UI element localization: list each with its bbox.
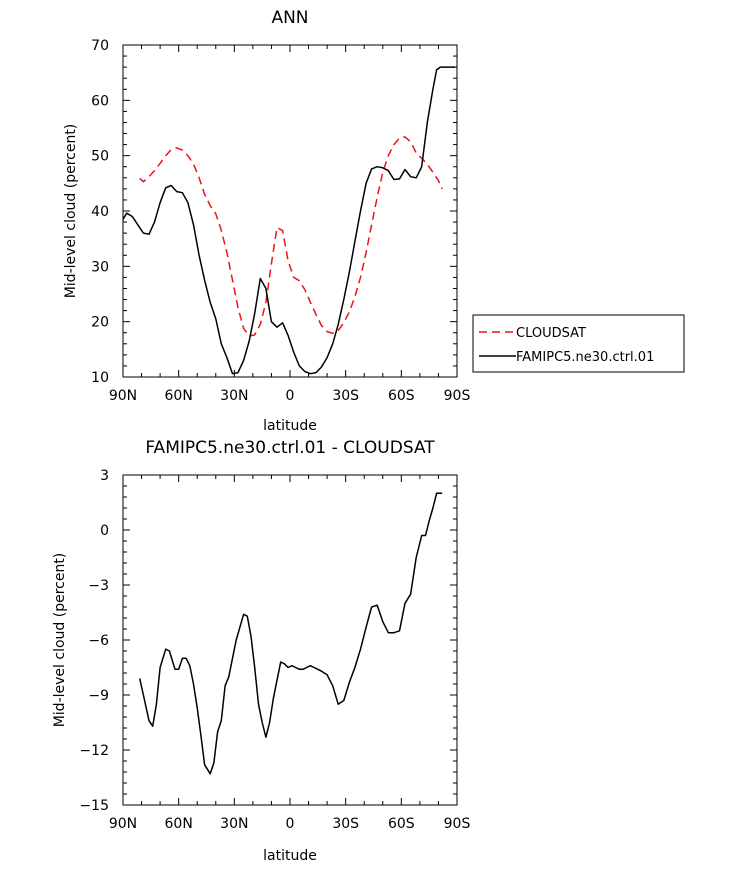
top-chart: ANN 90N 60N 30N 0 30S 60S 90S 10 20 30 40 50 60 70 la…: [63, 8, 470, 434]
top-series-famipc5-line: [122, 66, 456, 375]
bottom-x-tick-label: 30S: [332, 816, 359, 832]
top-x-tick-label: 90S: [444, 388, 471, 404]
top-plot-frame: [122, 44, 458, 378]
bottom-x-tick-label: 60N: [165, 816, 193, 832]
bottom-y-tick-label: −3: [88, 578, 109, 594]
bottom-y-tick-label: −6: [88, 633, 109, 649]
bottom-chart-title: FAMIPC5.ne30.ctrl.01 - CLOUDSAT: [145, 438, 435, 458]
top-y-tick-label: 70: [91, 38, 109, 54]
bottom-x-tick-label: 0: [286, 816, 295, 832]
bottom-y-tick-label: −12: [79, 743, 109, 759]
top-y-tick-label: 10: [91, 370, 109, 386]
bottom-plot-frame: [122, 474, 458, 806]
legend-box: [472, 314, 685, 373]
bottom-series-famipc5-line: [138, 492, 443, 775]
bottom-chart-series: [138, 492, 443, 775]
top-y-tick-label: 20: [91, 315, 109, 331]
bottom-y-tick-label: −9: [88, 688, 109, 704]
top-y-axis-label: Mid-level cloud (percent): [63, 124, 79, 299]
bottom-y-tick-label: 3: [100, 468, 109, 484]
top-x-tick-label: 30S: [332, 388, 359, 404]
top-x-axis-label: latitude: [263, 418, 317, 434]
top-x-tick-label: 60S: [388, 388, 415, 404]
bottom-chart: FAMIPC5.ne30.ctrl.01 - CLOUDSAT 90N 60N 30…: [52, 438, 470, 864]
bottom-x-tick-label: 90N: [109, 816, 137, 832]
bottom-y-tick-label: 0: [100, 523, 109, 539]
legend: CLOUDSAT FAMIPC5.ne30.ctrl.01: [472, 314, 685, 373]
top-x-tick-label: 0: [286, 388, 295, 404]
top-chart-grid: 90N 60N 30N 0 30S 60S 90S 10 20 30 40 50 60 70: [91, 38, 470, 404]
bottom-x-tick-label: 30N: [220, 816, 248, 832]
bottom-y-axis-label: Mid-level cloud (percent): [52, 553, 68, 728]
top-series-cloudsat-line: [139, 136, 443, 337]
top-y-tick-label: 30: [91, 259, 109, 275]
top-y-tick-label: 60: [91, 93, 109, 109]
top-y-tick-label: 40: [91, 204, 109, 220]
top-y-tick-label: 50: [91, 149, 109, 165]
legend-famipc5-label: FAMIPC5.ne30.ctrl.01: [516, 350, 654, 365]
top-x-tick-label: 30N: [220, 388, 248, 404]
top-x-tick-label: 90N: [109, 388, 137, 404]
top-chart-title: ANN: [271, 8, 308, 28]
bottom-x-axis-label: latitude: [263, 848, 317, 864]
top-chart-series: [122, 66, 456, 375]
bottom-x-tick-label: 90S: [444, 816, 471, 832]
bottom-y-tick-label: −15: [79, 798, 109, 814]
legend-cloudsat-label: CLOUDSAT: [516, 326, 586, 341]
bottom-x-tick-label: 60S: [388, 816, 415, 832]
top-x-tick-label: 60N: [165, 388, 193, 404]
bottom-chart-grid: 90N 60N 30N 0 30S 60S 90S −15 −12 −9 −6 −3 0 3: [79, 468, 470, 832]
